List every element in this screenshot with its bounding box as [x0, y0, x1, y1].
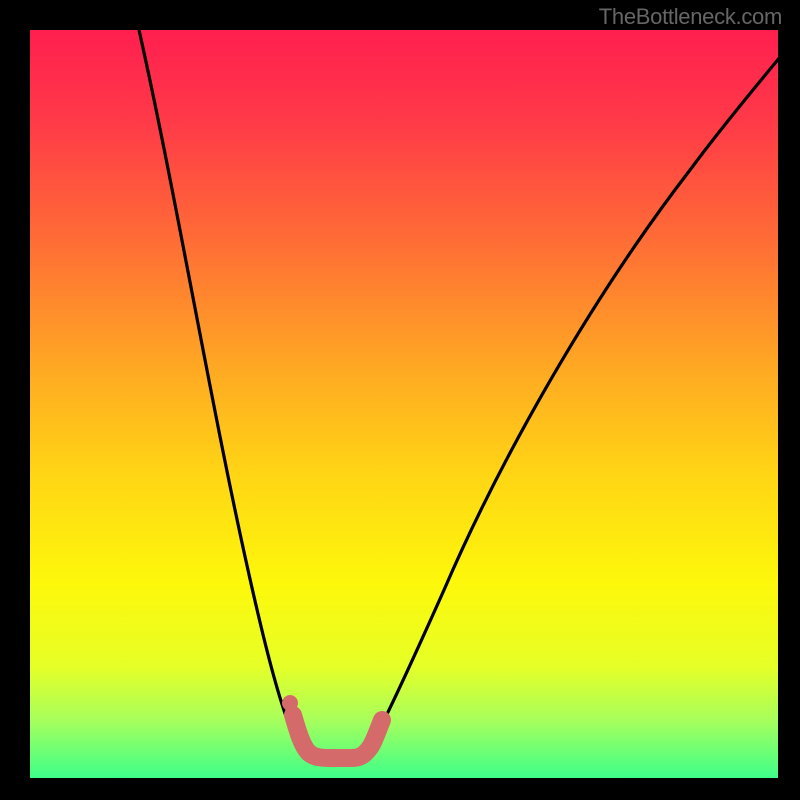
chart-curves	[30, 30, 778, 778]
optimal-range-highlight	[293, 715, 382, 758]
bottleneck-curve	[139, 30, 778, 758]
highlight-dot	[282, 695, 298, 711]
watermark-text: TheBottleneck.com	[599, 4, 782, 30]
